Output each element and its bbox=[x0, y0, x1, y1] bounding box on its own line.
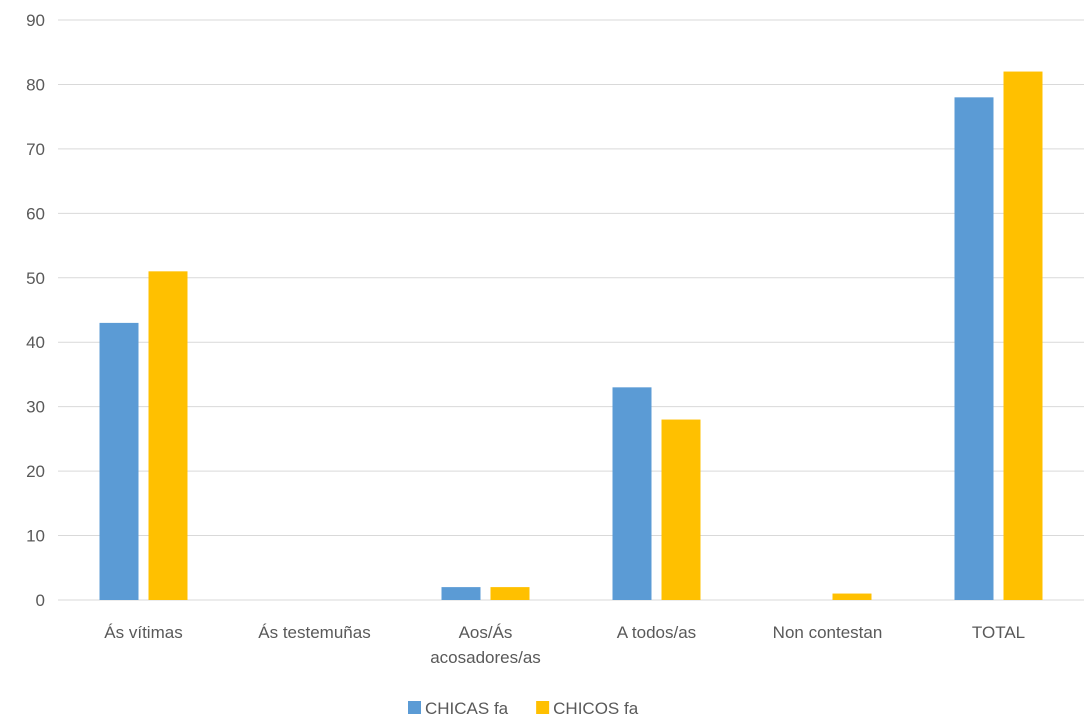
y-tick-label: 80 bbox=[26, 75, 45, 94]
y-tick-label: 30 bbox=[26, 398, 45, 417]
x-axis: Ás vítimas Ás testemuñas Aos/Ás acosadores/… bbox=[104, 623, 1025, 667]
bar-chicos-2 bbox=[490, 587, 530, 600]
bars bbox=[99, 71, 1043, 601]
bar-chicos-4 bbox=[832, 593, 872, 600]
x-tick-label: Aos/Ás acosadores/as bbox=[430, 623, 541, 667]
y-tick-label: 70 bbox=[26, 140, 45, 159]
y-tick-label: 50 bbox=[26, 269, 45, 288]
grid-lines bbox=[58, 19, 1084, 601]
legend-label-chicos: CHICOS fa bbox=[553, 699, 639, 718]
y-tick-label: 40 bbox=[26, 333, 45, 352]
bar-chicos-0 bbox=[148, 271, 188, 600]
y-tick-label: 90 bbox=[26, 11, 45, 30]
bar-chicas-5 bbox=[954, 97, 994, 600]
x-tick-label: TOTAL bbox=[972, 623, 1025, 642]
legend-swatch-chicas bbox=[408, 701, 421, 714]
x-tick-label: A todos/as bbox=[617, 623, 696, 642]
x-tick-label-line: acosadores/as bbox=[430, 648, 541, 667]
bar-chicas-3 bbox=[612, 387, 652, 600]
legend: CHICAS fa CHICOS fa bbox=[408, 699, 639, 718]
x-tick-label: Ás vítimas bbox=[104, 623, 182, 642]
x-tick-label-line: Ás testemuñas bbox=[258, 623, 370, 642]
legend-label-chicas: CHICAS fa bbox=[425, 699, 509, 718]
x-tick-label-line: Aos/Ás bbox=[459, 623, 513, 642]
y-tick-label: 10 bbox=[26, 527, 45, 546]
legend-swatch-chicos bbox=[536, 701, 550, 714]
x-tick-label: Non contestan bbox=[773, 623, 883, 642]
bar-chicos-5 bbox=[1003, 71, 1043, 601]
bar-chicas-0 bbox=[99, 322, 139, 600]
x-tick-label-line: Ás vítimas bbox=[104, 623, 182, 642]
y-tick-label: 0 bbox=[36, 591, 45, 610]
x-tick-label-line: Non contestan bbox=[773, 623, 883, 642]
bar-chicas-2 bbox=[441, 587, 481, 600]
y-axis: 0 10 20 30 40 50 60 70 80 90 bbox=[26, 11, 45, 610]
x-tick-label-line: A todos/as bbox=[617, 623, 696, 642]
bar-chicos-3 bbox=[661, 419, 701, 600]
y-tick-label: 60 bbox=[26, 204, 45, 223]
y-tick-label: 20 bbox=[26, 462, 45, 481]
x-tick-label: Ás testemuñas bbox=[258, 623, 370, 642]
x-tick-label-line: TOTAL bbox=[972, 623, 1025, 642]
